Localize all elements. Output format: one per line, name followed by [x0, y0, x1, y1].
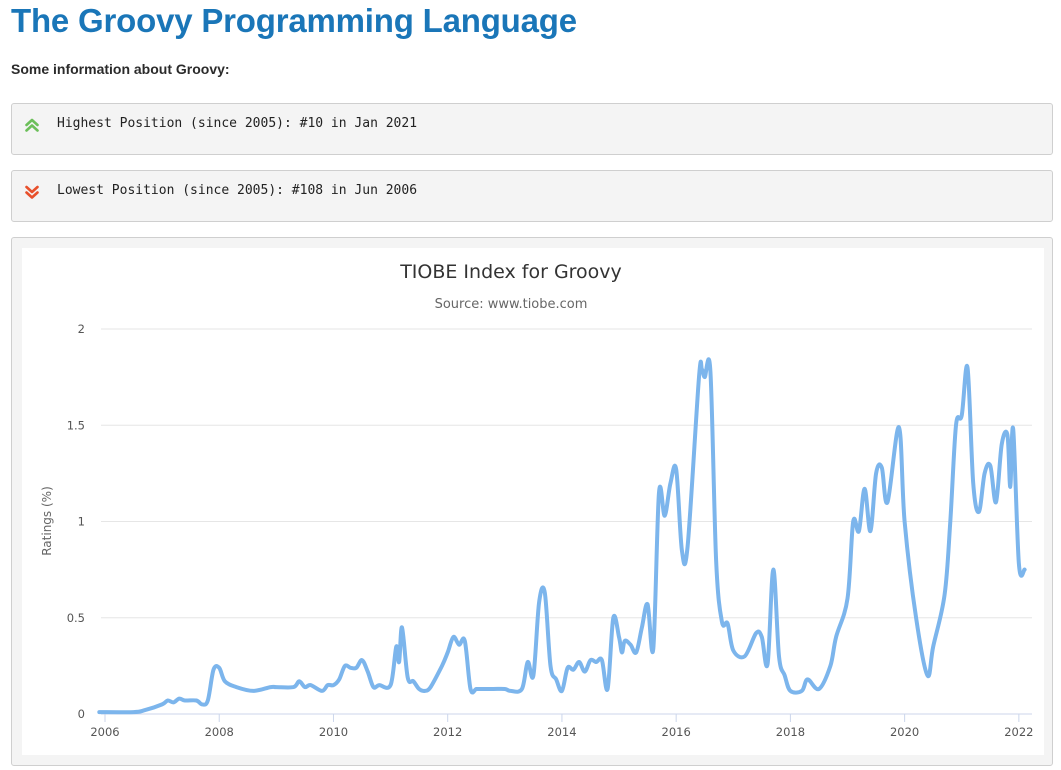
- highest-position-text: Highest Position (since 2005): #10 in Ja…: [57, 116, 418, 131]
- x-tick-label: 2008: [205, 725, 234, 739]
- x-tick-label: 2012: [433, 725, 462, 739]
- x-tick-label: 2020: [890, 725, 919, 739]
- x-tick-label: 2010: [319, 725, 348, 739]
- chart-title: TIOBE Index for Groovy: [399, 261, 622, 283]
- y-tick-label: 2: [78, 322, 85, 336]
- y-tick-label: 1: [78, 515, 85, 529]
- x-tick-label: 2022: [1004, 725, 1033, 739]
- chart-subtitle: Source: www.tiobe.com: [435, 297, 588, 312]
- chart-container: 0 0.5 1 1.5 2 2006 2008 2010 2012 2014 2016 2018 202…: [22, 248, 1044, 755]
- lowest-position-box: Lowest Position (since 2005): #108 in Ju…: [11, 170, 1053, 222]
- chart-panel: 0 0.5 1 1.5 2 2006 2008 2010 2012 2014 2016 2018 202…: [11, 237, 1053, 766]
- y-tick-label: 1.5: [67, 418, 85, 432]
- lowest-position-text: Lowest Position (since 2005): #108 in Ju…: [57, 183, 418, 198]
- x-tick-label: 2006: [90, 725, 119, 739]
- y-axis-title: Ratings (%): [40, 486, 54, 556]
- x-tick-label: 2014: [547, 725, 576, 739]
- intro-text: Some information about Groovy:: [11, 61, 230, 77]
- x-tick-label: 2016: [662, 725, 691, 739]
- ratings-series-line: [97, 357, 1027, 715]
- highest-position-box: Highest Position (since 2005): #10 in Ja…: [11, 103, 1053, 155]
- page-title: The Groovy Programming Language: [11, 2, 577, 39]
- double-chevron-down-icon: [25, 185, 39, 199]
- y-tick-label: 0: [78, 707, 85, 721]
- y-tick-label: 0.5: [67, 611, 85, 625]
- double-chevron-up-icon: [25, 118, 39, 132]
- tiobe-chart: 0 0.5 1 1.5 2 2006 2008 2010 2012 2014 2016 2018 202…: [40, 261, 1034, 739]
- x-tick-label: 2018: [776, 725, 805, 739]
